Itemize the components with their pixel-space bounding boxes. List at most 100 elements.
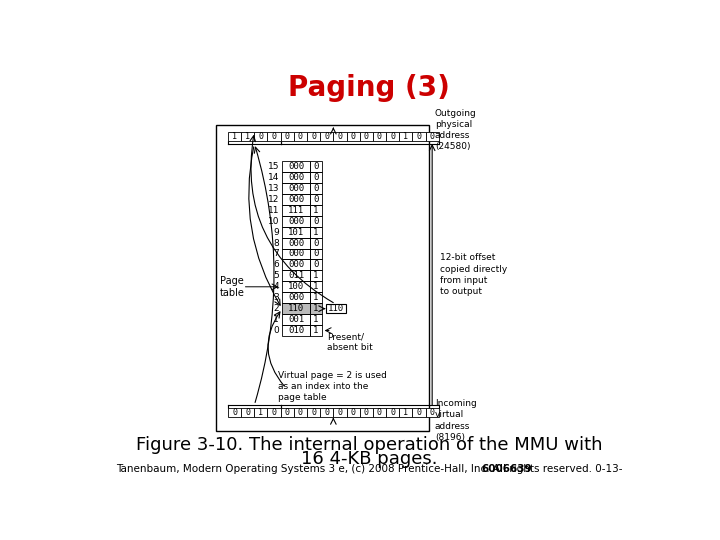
Bar: [281, 132, 294, 141]
Text: 0: 0: [311, 132, 316, 141]
Bar: [310, 172, 322, 183]
Text: Incoming
virtual
address
(8196): Incoming virtual address (8196): [435, 400, 477, 442]
Bar: [310, 292, 322, 303]
Text: Present/
absent bit: Present/ absent bit: [327, 332, 373, 352]
Text: 0: 0: [271, 408, 276, 417]
Text: Virtual page = 2 is used
as an index into the
page table: Virtual page = 2 is used as an index int…: [279, 371, 387, 402]
Bar: [360, 408, 373, 417]
Bar: [282, 271, 310, 281]
Bar: [241, 132, 254, 141]
Text: 15: 15: [268, 162, 279, 171]
Text: 4: 4: [274, 282, 279, 291]
Text: 5: 5: [274, 272, 279, 280]
Text: 1: 1: [246, 132, 251, 141]
Text: 14: 14: [268, 173, 279, 182]
Text: 6006639: 6006639: [482, 464, 532, 475]
Bar: [325, 304, 346, 313]
Text: 1: 1: [313, 206, 319, 215]
Text: 0: 0: [274, 326, 279, 335]
Text: 0: 0: [377, 408, 382, 417]
Text: 0: 0: [416, 408, 421, 417]
Text: 0: 0: [298, 132, 303, 141]
Text: Page
table: Page table: [220, 275, 244, 298]
Text: 1: 1: [313, 272, 319, 280]
Text: 11: 11: [268, 206, 279, 215]
Bar: [294, 132, 307, 141]
Bar: [386, 132, 399, 141]
Bar: [282, 303, 310, 314]
Bar: [282, 227, 310, 238]
Bar: [310, 161, 322, 172]
Text: 0: 0: [258, 132, 264, 141]
Text: 8: 8: [274, 239, 279, 247]
Bar: [241, 408, 254, 417]
Text: 0: 0: [351, 408, 356, 417]
Text: 3: 3: [274, 293, 279, 302]
Bar: [282, 281, 310, 292]
Bar: [282, 172, 310, 183]
Bar: [281, 408, 294, 417]
Text: 1: 1: [313, 282, 319, 291]
Bar: [399, 408, 413, 417]
Text: 111: 111: [288, 206, 305, 215]
Bar: [426, 408, 438, 417]
Bar: [282, 215, 310, 227]
Bar: [282, 183, 310, 194]
Text: 10: 10: [268, 217, 279, 226]
Text: 9: 9: [274, 228, 279, 237]
Text: 0: 0: [338, 132, 343, 141]
Text: 1: 1: [403, 132, 408, 141]
Text: 0: 0: [284, 408, 289, 417]
Text: 13: 13: [268, 184, 279, 193]
Bar: [399, 132, 413, 141]
Bar: [310, 227, 322, 238]
Bar: [294, 408, 307, 417]
Bar: [320, 408, 333, 417]
Text: 0: 0: [390, 408, 395, 417]
Text: 0: 0: [390, 132, 395, 141]
Bar: [310, 325, 322, 336]
Bar: [373, 132, 386, 141]
Text: 1: 1: [313, 326, 319, 335]
Bar: [282, 314, 310, 325]
Bar: [282, 292, 310, 303]
Text: 011: 011: [288, 272, 305, 280]
Text: 1: 1: [274, 315, 279, 324]
Text: 1: 1: [232, 132, 237, 141]
Text: 1: 1: [313, 304, 319, 313]
Text: 101: 101: [288, 228, 305, 237]
Text: 110: 110: [328, 304, 343, 313]
Text: 1: 1: [258, 408, 264, 417]
Text: 000: 000: [288, 260, 305, 269]
Text: 0: 0: [416, 132, 421, 141]
Bar: [282, 325, 310, 336]
Bar: [282, 238, 310, 248]
Text: Paging (3): Paging (3): [288, 74, 450, 102]
Bar: [333, 132, 346, 141]
Text: 0: 0: [311, 408, 316, 417]
Bar: [310, 248, 322, 259]
Bar: [282, 303, 322, 314]
Text: 0: 0: [313, 173, 319, 182]
Bar: [282, 259, 310, 271]
Bar: [254, 408, 267, 417]
Bar: [267, 408, 281, 417]
Text: 0: 0: [338, 408, 343, 417]
Text: 0: 0: [430, 408, 435, 417]
Bar: [310, 314, 322, 325]
Text: 001: 001: [288, 315, 305, 324]
Text: 0: 0: [364, 408, 369, 417]
Bar: [228, 132, 241, 141]
Text: 000: 000: [288, 184, 305, 193]
Text: Outgoing
physical
address
(24580): Outgoing physical address (24580): [435, 109, 477, 151]
Bar: [267, 132, 281, 141]
Text: 0: 0: [324, 132, 329, 141]
Bar: [282, 194, 310, 205]
Bar: [360, 132, 373, 141]
Text: 2: 2: [274, 304, 279, 313]
Bar: [310, 205, 322, 215]
Text: 1: 1: [313, 293, 319, 302]
Text: 0: 0: [271, 132, 276, 141]
Text: 0: 0: [284, 132, 289, 141]
Bar: [310, 259, 322, 271]
